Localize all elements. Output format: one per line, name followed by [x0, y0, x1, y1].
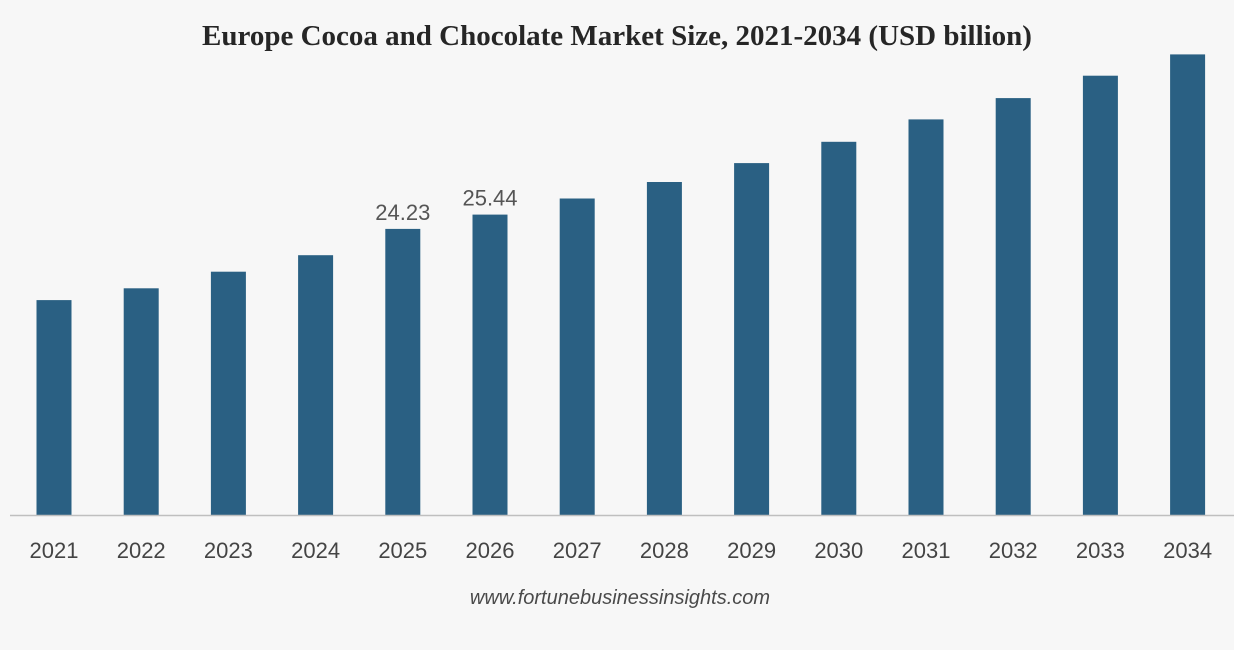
x-tick-label-2026: 2026	[466, 538, 515, 563]
data-label-2025: 24.23	[375, 200, 430, 225]
data-label-2026: 25.44	[462, 186, 517, 211]
bar-2030	[821, 141, 857, 516]
x-tick-label-2034: 2034	[1163, 538, 1212, 563]
bar-2031	[908, 119, 944, 516]
x-tick-label-2028: 2028	[640, 538, 689, 563]
bar-2023	[210, 271, 246, 515]
bar-2034	[1170, 54, 1206, 516]
x-tick-label-2031: 2031	[902, 538, 951, 563]
chart-title: Europe Cocoa and Chocolate Market Size, …	[202, 20, 1032, 52]
bar-2027	[559, 198, 595, 515]
x-tick-label-2033: 2033	[1076, 538, 1125, 563]
x-tick-label-2030: 2030	[814, 538, 863, 563]
x-tick-label-2021: 2021	[30, 538, 79, 563]
x-tick-label-2024: 2024	[291, 538, 340, 563]
bar-2029	[734, 163, 770, 515]
bar-2024	[298, 255, 334, 515]
x-tick-label-2023: 2023	[204, 538, 253, 563]
bars-group	[36, 54, 1206, 516]
bar-2028	[646, 182, 682, 515]
bar-2033	[1082, 75, 1118, 515]
x-tick-label-2029: 2029	[727, 538, 776, 563]
source-credit: www.fortunebusinessinsights.com	[469, 587, 771, 609]
bar-2032	[995, 98, 1031, 515]
x-tick-label-2025: 2025	[378, 538, 427, 563]
x-tick-label-2022: 2022	[117, 538, 166, 563]
x-tick-label-2027: 2027	[553, 538, 602, 563]
data-labels-group: 24.23 25.44	[375, 186, 517, 225]
bar-2022	[123, 288, 159, 515]
bar-2026	[472, 214, 508, 515]
x-tick-label-2032: 2032	[989, 538, 1038, 563]
bar-2021	[36, 300, 72, 515]
x-tick-labels-group: 2021 2022 2023 2024 2025 2026 2027 2028 2029 2030…	[30, 538, 1213, 563]
bar-2025	[385, 228, 421, 515]
